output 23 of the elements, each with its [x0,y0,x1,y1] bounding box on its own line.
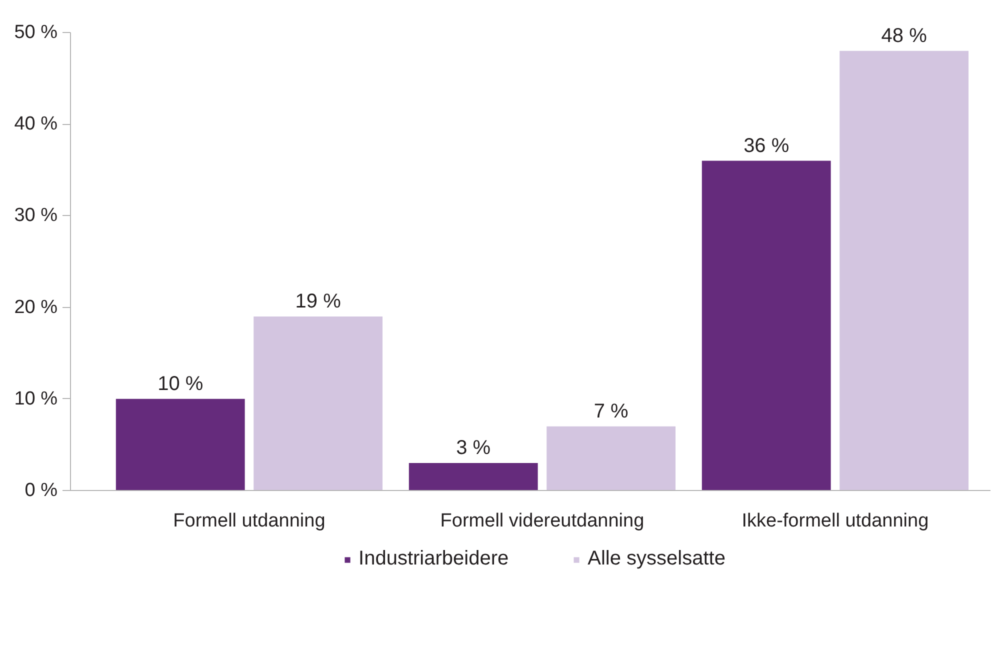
bar [116,398,245,490]
bar [546,426,676,490]
data-label: 19 % [295,290,342,312]
data-label: 48 % [881,24,928,47]
legend-label: Industriarbeidere [358,548,509,570]
bar [254,316,383,490]
y-tick-label: 30 % [14,205,58,226]
data-label: 10 % [158,372,204,395]
legend-label: Alle sysselsatte [588,548,726,570]
y-tick-label: 20 % [14,296,58,318]
y-tick-label: 0 % [24,480,58,501]
data-label: 36 % [744,134,790,157]
data-label: 3 % [456,437,491,460]
y-tick-label: 50 % [14,22,58,44]
x-tick-label: Ikke-formell utdanning [742,510,929,532]
bar [840,50,969,490]
data-label: 7 % [594,400,629,422]
bar [408,463,538,490]
x-tick-label: Formell utdanning [173,510,326,532]
y-tick-label: 10 % [14,388,58,410]
bar [702,160,831,490]
y-tick-label: 40 % [14,114,58,135]
x-tick-label: Formell videreutdanning [440,510,644,532]
